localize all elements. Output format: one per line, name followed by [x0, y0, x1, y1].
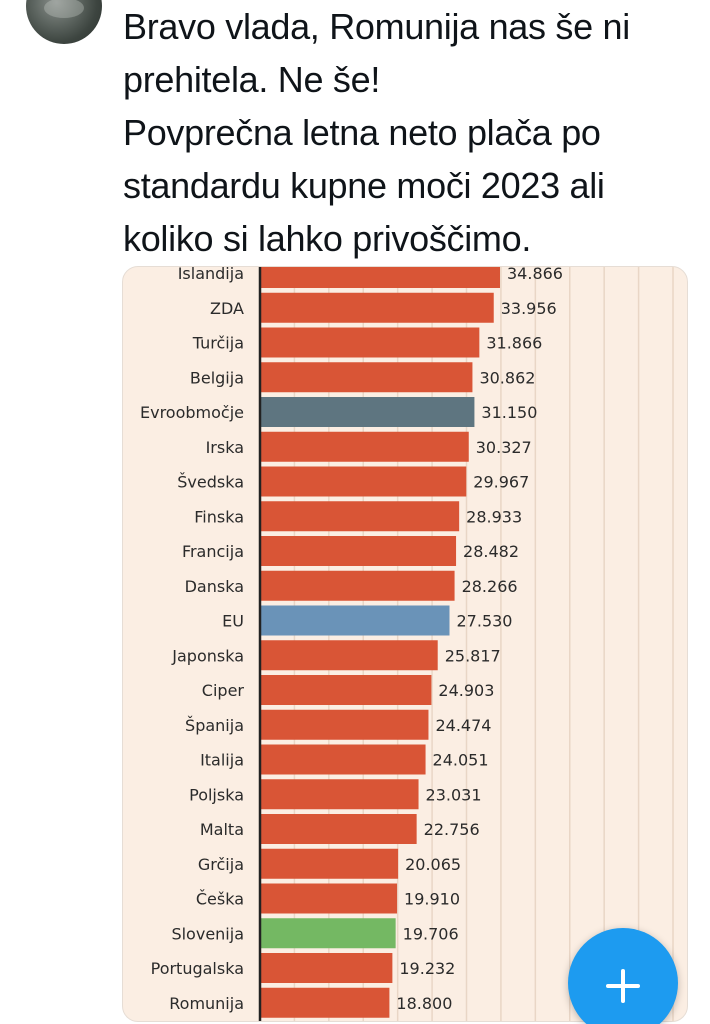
- bar: [260, 779, 419, 810]
- category-label: Slovenija: [171, 924, 244, 943]
- value-label: 22.756: [424, 820, 480, 839]
- category-label: Belgija: [190, 368, 244, 387]
- category-label: Ciper: [202, 681, 245, 700]
- category-label: Grčija: [198, 855, 244, 874]
- value-label: 20.065: [405, 855, 461, 874]
- category-label: Danska: [185, 577, 244, 596]
- post-text-line-2: Povprečna letna neto plača po standardu …: [123, 112, 605, 259]
- category-label: Portugalska: [151, 959, 244, 978]
- value-label: 19.232: [399, 959, 455, 978]
- bar: [260, 814, 417, 844]
- bar: [260, 640, 438, 671]
- value-label: 24.903: [438, 681, 494, 700]
- bar-chart: Islandija 34.866 ZDA 33.956 Turčija 31.866 Bel…: [140, 267, 674, 1021]
- bar: [260, 953, 393, 983]
- category-label: Francija: [182, 542, 244, 561]
- value-label: 28.933: [466, 507, 522, 526]
- value-label: 24.474: [435, 716, 491, 735]
- category-label: Turčija: [192, 334, 244, 353]
- bar: [260, 397, 475, 427]
- value-label: 31.150: [481, 403, 537, 422]
- category-label: Malta: [200, 820, 244, 839]
- value-label: 18.800: [396, 994, 452, 1013]
- category-label: Finska: [194, 507, 244, 526]
- bar: [260, 918, 396, 949]
- bar: [260, 267, 500, 288]
- value-label: 19.910: [404, 890, 460, 909]
- value-label: 33.956: [501, 299, 557, 318]
- category-label: Italija: [200, 751, 244, 770]
- category-label: Japonska: [171, 646, 244, 665]
- value-label: 29.967: [473, 473, 529, 492]
- bar: [260, 744, 426, 775]
- bar: [260, 327, 480, 358]
- category-label: Švedska: [177, 473, 244, 492]
- value-label: 19.706: [403, 924, 459, 943]
- category-label: ZDA: [210, 299, 244, 318]
- post-text: Bravo vlada, Romunija nas še ni prehitel…: [123, 0, 703, 265]
- value-label: 28.266: [462, 577, 518, 596]
- category-label: Romunija: [169, 994, 244, 1013]
- bar: [260, 292, 494, 323]
- value-label: 27.530: [457, 612, 513, 631]
- category-label: EU: [222, 612, 244, 631]
- category-label: Češka: [196, 890, 244, 909]
- post-text-line-1: Bravo vlada, Romunija nas še ni prehitel…: [123, 6, 630, 100]
- category-label: Poljska: [189, 785, 244, 804]
- compose-button[interactable]: [568, 928, 678, 1024]
- value-label: 34.866: [507, 267, 563, 283]
- category-label: Španija: [185, 716, 244, 735]
- bar: [260, 570, 455, 601]
- bar: [260, 675, 432, 705]
- avatar[interactable]: [26, 0, 102, 44]
- value-label: 30.862: [479, 368, 535, 387]
- plus-icon: [606, 969, 640, 1003]
- bar: [260, 536, 457, 566]
- category-label: Irska: [206, 438, 244, 457]
- bar: [260, 987, 390, 1018]
- category-label: Islandija: [178, 267, 244, 283]
- chart-image[interactable]: Islandija 34.866 ZDA 33.956 Turčija 31.866 Bel…: [122, 266, 688, 1022]
- value-label: 24.051: [433, 751, 489, 770]
- bar: [260, 466, 467, 497]
- bar: [260, 709, 429, 740]
- bar: [260, 848, 399, 879]
- value-label: 25.817: [445, 646, 501, 665]
- value-label: 28.482: [463, 542, 519, 561]
- value-label: 30.327: [476, 438, 532, 457]
- bar: [260, 605, 450, 636]
- category-label: Evroobmočje: [140, 403, 244, 422]
- bar: [260, 883, 398, 914]
- bar: [260, 501, 460, 532]
- bar: [260, 362, 473, 393]
- value-label: 31.866: [486, 334, 542, 353]
- bar: [260, 431, 469, 462]
- value-label: 23.031: [426, 785, 482, 804]
